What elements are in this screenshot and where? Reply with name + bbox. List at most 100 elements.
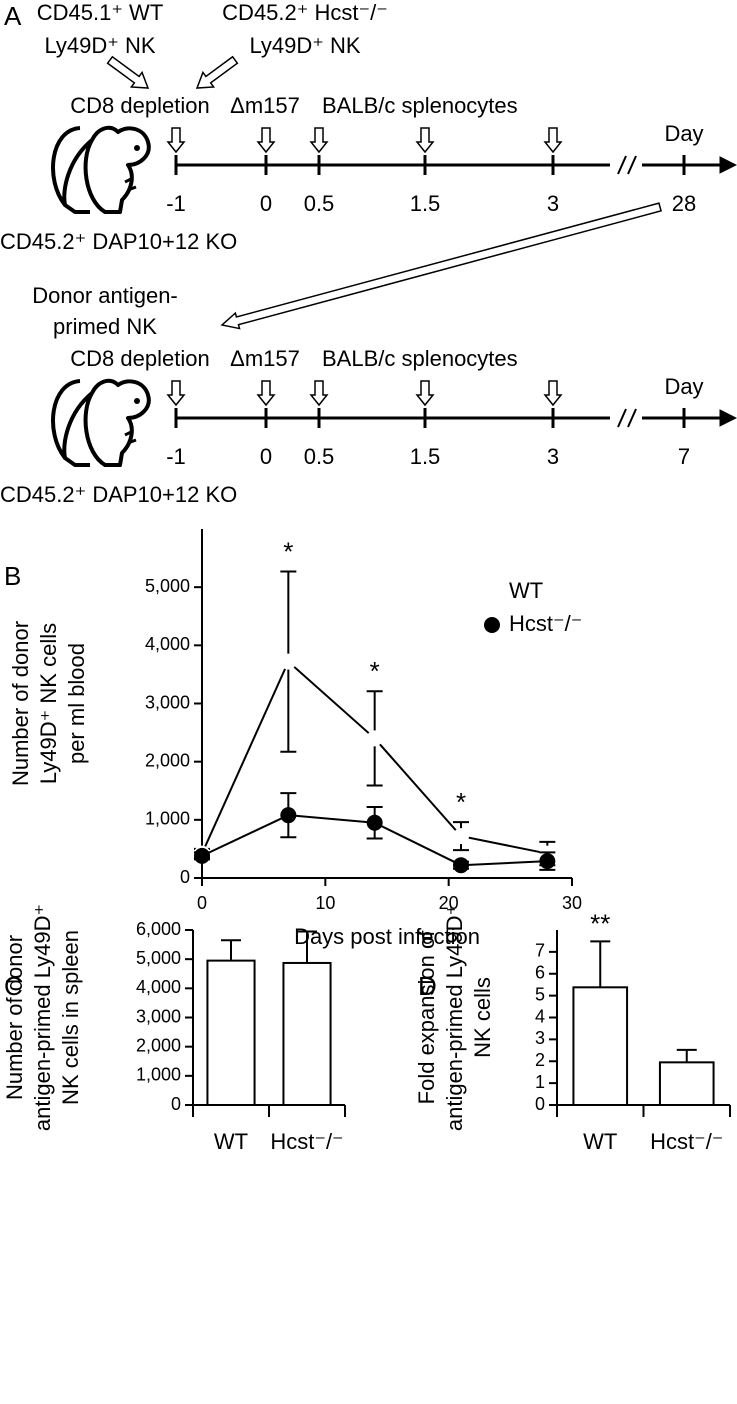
label: BALB/c splenocytes <box>322 346 518 371</box>
label: 0 <box>260 444 272 469</box>
label: 5,000 <box>145 576 190 596</box>
timeline-arrowhead <box>719 409 737 427</box>
label: ** <box>590 908 610 938</box>
label: 1.5 <box>410 444 441 469</box>
mouse-icon <box>51 378 151 467</box>
label: 2,000 <box>145 750 190 770</box>
label: Hcst⁻/⁻ <box>509 611 582 636</box>
label: Δm157 <box>230 93 300 118</box>
arrow <box>166 127 186 154</box>
mouse-icon <box>51 125 151 214</box>
label: Ly49D⁺ NK <box>249 33 360 58</box>
data-point <box>280 807 297 824</box>
label: 30 <box>562 893 582 913</box>
label: WT <box>583 1129 617 1154</box>
label: WT <box>214 1129 248 1154</box>
label: B <box>4 561 21 591</box>
label: 0 <box>180 867 190 887</box>
label: 1,000 <box>136 1065 181 1085</box>
label: 1.5 <box>410 191 441 216</box>
label: 6,000 <box>136 919 181 939</box>
label: A <box>4 1 22 31</box>
arrow <box>543 127 563 154</box>
data-point <box>366 814 383 831</box>
label: 0 <box>260 191 272 216</box>
data-point <box>453 857 469 874</box>
mouse-eye <box>134 145 140 151</box>
label: Ly49D⁺ NK cells <box>36 623 61 784</box>
label: 0.5 <box>304 191 335 216</box>
label: 7 <box>535 941 545 961</box>
label: 2,000 <box>136 1035 181 1055</box>
label: NK cells <box>470 977 495 1058</box>
arrow <box>256 127 276 154</box>
label: 3,000 <box>145 692 190 712</box>
bar <box>572 986 629 1106</box>
label: antigen-primed Ly49D⁺ <box>442 904 467 1131</box>
bar <box>206 959 256 1106</box>
mouse-paw <box>124 176 137 192</box>
label: Number of donor <box>2 935 27 1100</box>
axis-break <box>617 408 637 428</box>
data-point <box>280 653 297 670</box>
data-point <box>539 853 556 870</box>
label: * <box>370 656 380 686</box>
arrow <box>543 380 563 407</box>
label: CD45.1⁺ WT <box>37 0 164 25</box>
label: Ly49D⁺ NK <box>44 33 155 58</box>
data-point <box>194 847 210 864</box>
label: 6 <box>535 963 545 983</box>
arrow <box>220 202 662 330</box>
data-point <box>366 730 383 747</box>
label: * <box>283 536 293 566</box>
label: D <box>418 971 437 1001</box>
label: CD8 depletion <box>70 93 209 118</box>
error-bar <box>590 940 611 988</box>
label: 7 <box>678 444 690 469</box>
label: per ml blood <box>64 643 89 764</box>
error-bar <box>676 1048 697 1063</box>
label: 0.5 <box>304 444 335 469</box>
label: 4 <box>535 1006 545 1026</box>
arrow <box>309 380 329 407</box>
label: CD45.2⁺ DAP10+12 KO <box>0 482 237 507</box>
label: Days post infection <box>294 924 480 949</box>
label: NK cells in spleen <box>58 930 83 1105</box>
label: Hcst⁻/⁻ <box>650 1129 723 1154</box>
label: 10 <box>315 893 335 913</box>
label: BALB/c splenocytes <box>322 93 518 118</box>
label: CD45.2⁺ DAP10+12 KO <box>0 229 237 254</box>
label: Number of donor <box>8 621 33 786</box>
label: Δm157 <box>230 346 300 371</box>
label: Day <box>664 374 703 399</box>
label: 3 <box>547 191 559 216</box>
label: 28 <box>672 191 696 216</box>
bar <box>658 1061 715 1106</box>
label: 4,000 <box>145 634 190 654</box>
label: 3 <box>547 444 559 469</box>
error-bar <box>297 930 317 963</box>
label: -1 <box>166 191 186 216</box>
arrow <box>195 55 239 89</box>
label: 0 <box>197 893 207 913</box>
mouse-eye <box>134 398 140 404</box>
label: 3 <box>535 1028 545 1048</box>
label: 3,000 <box>136 1006 181 1026</box>
label: 5,000 <box>136 948 181 968</box>
label: * <box>456 787 466 817</box>
label: primed NK <box>53 314 157 339</box>
label: antigen-primed Ly49D⁺ <box>30 904 55 1131</box>
label: 4,000 <box>136 977 181 997</box>
label: Day <box>664 121 703 146</box>
label: CD8 depletion <box>70 346 209 371</box>
label: 0 <box>171 1094 181 1114</box>
timeline-arrowhead <box>719 156 737 174</box>
error-bar <box>221 939 241 961</box>
label: 1,000 <box>145 809 190 829</box>
label: C <box>4 971 23 1001</box>
data-point <box>453 828 469 845</box>
label: 1 <box>535 1072 545 1092</box>
legend-marker <box>484 617 500 633</box>
